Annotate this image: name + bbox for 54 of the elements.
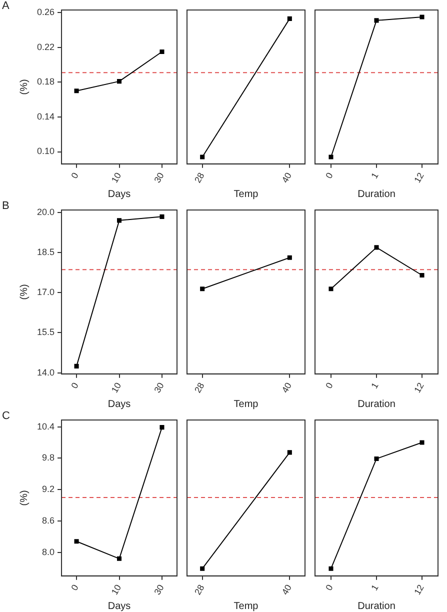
x-tick-label: 0 bbox=[69, 170, 80, 180]
x-tick-label: 28 bbox=[192, 380, 206, 395]
x-tick-label: 0 bbox=[324, 582, 335, 592]
y-axis-title: (%) bbox=[18, 490, 30, 506]
chart-title: A bbox=[2, 0, 10, 12]
x-tick-label: 12 bbox=[412, 170, 426, 185]
y-tick-label: 0.26 bbox=[36, 7, 55, 18]
y-tick-label: 9.8 bbox=[42, 452, 55, 463]
x-tick-label: 40 bbox=[280, 380, 294, 395]
x-tick-label: 12 bbox=[412, 380, 426, 395]
x-tick-label: 28 bbox=[192, 582, 206, 597]
y-tick-label: 0.18 bbox=[36, 76, 55, 87]
x-tick-label: 10 bbox=[109, 170, 124, 185]
y-axis-title: (%) bbox=[18, 284, 30, 300]
y-tick-label: 0.10 bbox=[36, 146, 55, 156]
x-tick-label: 30 bbox=[152, 380, 166, 395]
y-tick-label: 0.14 bbox=[36, 111, 55, 122]
x-axis-title: Duration bbox=[358, 600, 396, 612]
x-tick-label: 30 bbox=[152, 170, 166, 185]
x-axis-title: Days bbox=[108, 600, 131, 612]
y-tick-label: 8.6 bbox=[42, 515, 55, 526]
y-tick-label: 8.0 bbox=[42, 546, 55, 557]
x-tick-label: 0 bbox=[69, 582, 80, 592]
y-tick-label: 14.0 bbox=[36, 367, 55, 378]
x-axis-title: Days bbox=[108, 188, 131, 200]
x-tick-label: 10 bbox=[109, 582, 124, 597]
x-tick-label: 40 bbox=[280, 170, 294, 185]
x-axis-title: Temp bbox=[234, 188, 259, 200]
chart-title: B bbox=[2, 200, 10, 212]
x-axis-title: Days bbox=[108, 398, 131, 410]
x-tick-label: 12 bbox=[412, 582, 426, 597]
x-tick-label: 1 bbox=[369, 380, 380, 390]
x-tick-label: 0 bbox=[69, 380, 80, 390]
x-axis-title: Temp bbox=[234, 398, 259, 410]
y-axis-title: (%) bbox=[18, 79, 30, 95]
x-axis-title: Duration bbox=[358, 188, 396, 200]
x-tick-label: 10 bbox=[109, 380, 124, 395]
x-axis-title: Duration bbox=[358, 398, 396, 410]
y-tick-label: 15.5 bbox=[36, 327, 55, 338]
y-tick-label: 17.0 bbox=[36, 287, 55, 298]
x-tick-label: 40 bbox=[280, 582, 294, 597]
x-axis-title: Temp bbox=[234, 600, 259, 612]
chart-title: C bbox=[2, 410, 10, 422]
y-tick-label: 10.4 bbox=[36, 421, 55, 432]
x-tick-label: 28 bbox=[192, 170, 206, 185]
x-tick-label: 0 bbox=[324, 380, 335, 390]
y-tick-label: 9.2 bbox=[42, 484, 55, 494]
x-tick-label: 1 bbox=[369, 170, 380, 180]
y-tick-label: 0.22 bbox=[36, 42, 55, 52]
y-tick-label: 18.5 bbox=[36, 247, 55, 258]
x-tick-label: 30 bbox=[152, 582, 166, 597]
x-tick-label: 1 bbox=[369, 582, 380, 592]
x-tick-label: 0 bbox=[324, 170, 335, 180]
y-tick-label: 20.0 bbox=[36, 206, 55, 217]
